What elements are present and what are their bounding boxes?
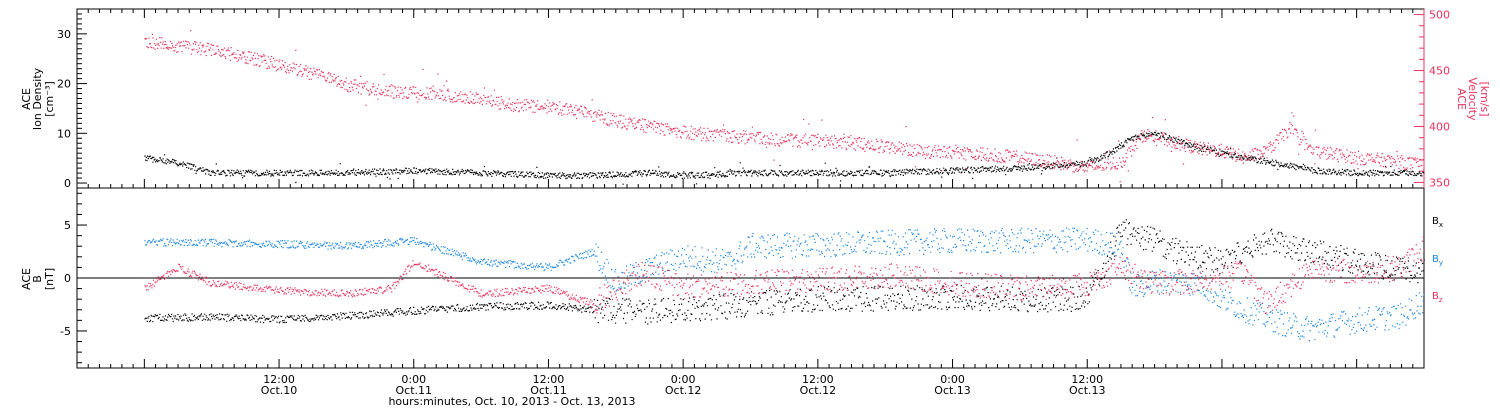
velocity-y-tick-label-1: 400 — [1429, 120, 1450, 133]
velocity-axis-title-line3: [km/s] — [1478, 81, 1491, 116]
legend-bx-sub: x — [1439, 221, 1443, 229]
legend-by: By — [1432, 254, 1443, 267]
x-tick-label-date-0: Oct.10 — [261, 384, 298, 397]
x-tick-label-time-1: 0:00 — [401, 373, 426, 386]
x-tick-label-date-1: Oct.11 — [395, 384, 432, 397]
velocity-axis-title-line2: Velocity — [1466, 77, 1479, 121]
x-tick-label-date-3: Oct.12 — [665, 384, 702, 397]
x-tick-label-time-0: 12:00 — [263, 373, 295, 386]
x-axis-title: hours:minutes, Oct. 10, 2013 - Oct. 13, … — [388, 395, 635, 408]
x-tick-label-time-5: 0:00 — [940, 373, 965, 386]
x-tick-label-date-5: Oct.13 — [934, 384, 971, 397]
chart-marks: 12:00Oct.100:00Oct.1112:00Oct.110:00Oct.… — [57, 8, 1450, 397]
legend-bz-sub: z — [1439, 296, 1443, 304]
bottom-series-bx — [144, 219, 1425, 325]
density-axis-title-line3: [cm⁻³] — [43, 81, 56, 117]
x-tick-label-time-2: 12:00 — [533, 373, 565, 386]
b-y-tick-label-0: -5 — [60, 325, 71, 338]
legend-by-sub: y — [1439, 259, 1443, 267]
density-y-tick-label-3: 30 — [57, 28, 71, 41]
legend-by-main: B — [1432, 254, 1439, 265]
x-tick-label-date-4: Oct.12 — [800, 384, 837, 397]
top-series-velocity — [144, 30, 1425, 183]
b-axis-title-line2: B — [31, 275, 44, 283]
x-tick-label-time-6: 12:00 — [1071, 373, 1103, 386]
b-axis-title-line3: [nT] — [43, 268, 56, 290]
density-axis-title-line1: ACE — [20, 88, 33, 110]
legend-bz-main: B — [1432, 291, 1439, 302]
density-y-tick-label-2: 20 — [57, 78, 71, 91]
bottom-series-bz — [144, 236, 1425, 314]
x-tick-label-time-4: 12:00 — [802, 373, 834, 386]
velocity-y-tick-label-2: 450 — [1429, 65, 1450, 78]
x-tick-label-time-3: 0:00 — [671, 373, 696, 386]
legend-bx: Bx — [1432, 216, 1443, 229]
x-tick-label-date-6: Oct.13 — [1069, 384, 1106, 397]
bottom-series-by — [144, 227, 1425, 342]
b-y-tick-label-2: 5 — [64, 219, 71, 232]
density-axis-title-line2: Ion Density — [31, 67, 44, 130]
velocity-y-tick-label-0: 350 — [1429, 176, 1450, 189]
velocity-axis-title-line1: ACE — [1455, 88, 1468, 110]
density-y-tick-label-1: 10 — [57, 127, 71, 140]
legend-bx-main: B — [1432, 216, 1439, 227]
b-y-tick-label-1: 0 — [64, 272, 71, 285]
x-tick-label-date-2: Oct.11 — [530, 384, 567, 397]
legend-bz: Bz — [1432, 291, 1443, 304]
density-y-tick-label-0: 0 — [64, 177, 71, 190]
velocity-y-tick-label-3: 500 — [1429, 9, 1450, 22]
b-axis-title-line1: ACE — [20, 268, 33, 290]
